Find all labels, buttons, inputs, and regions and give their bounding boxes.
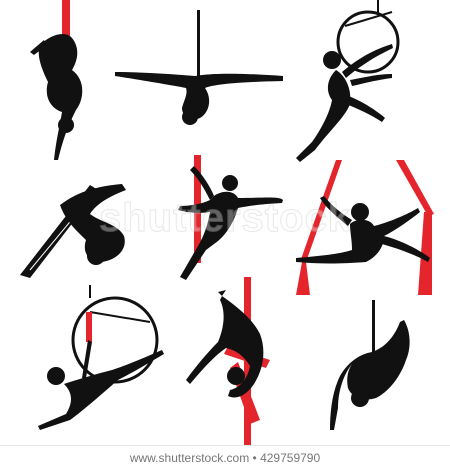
figure-silks-bundle bbox=[20, 184, 126, 278]
figure-rope-split bbox=[115, 10, 283, 125]
figure-silks-2 bbox=[178, 155, 283, 280]
figure-silks-3 bbox=[186, 277, 270, 447]
figure-silks-1 bbox=[30, 0, 83, 160]
footer-credit: www.shutterstock.com • 429759790 bbox=[0, 445, 450, 470]
figure-hoop-1 bbox=[296, 0, 400, 162]
figure-double-silks bbox=[296, 160, 434, 295]
figure-rope-backbend bbox=[330, 300, 410, 430]
figure-hoop-2 bbox=[38, 285, 164, 430]
